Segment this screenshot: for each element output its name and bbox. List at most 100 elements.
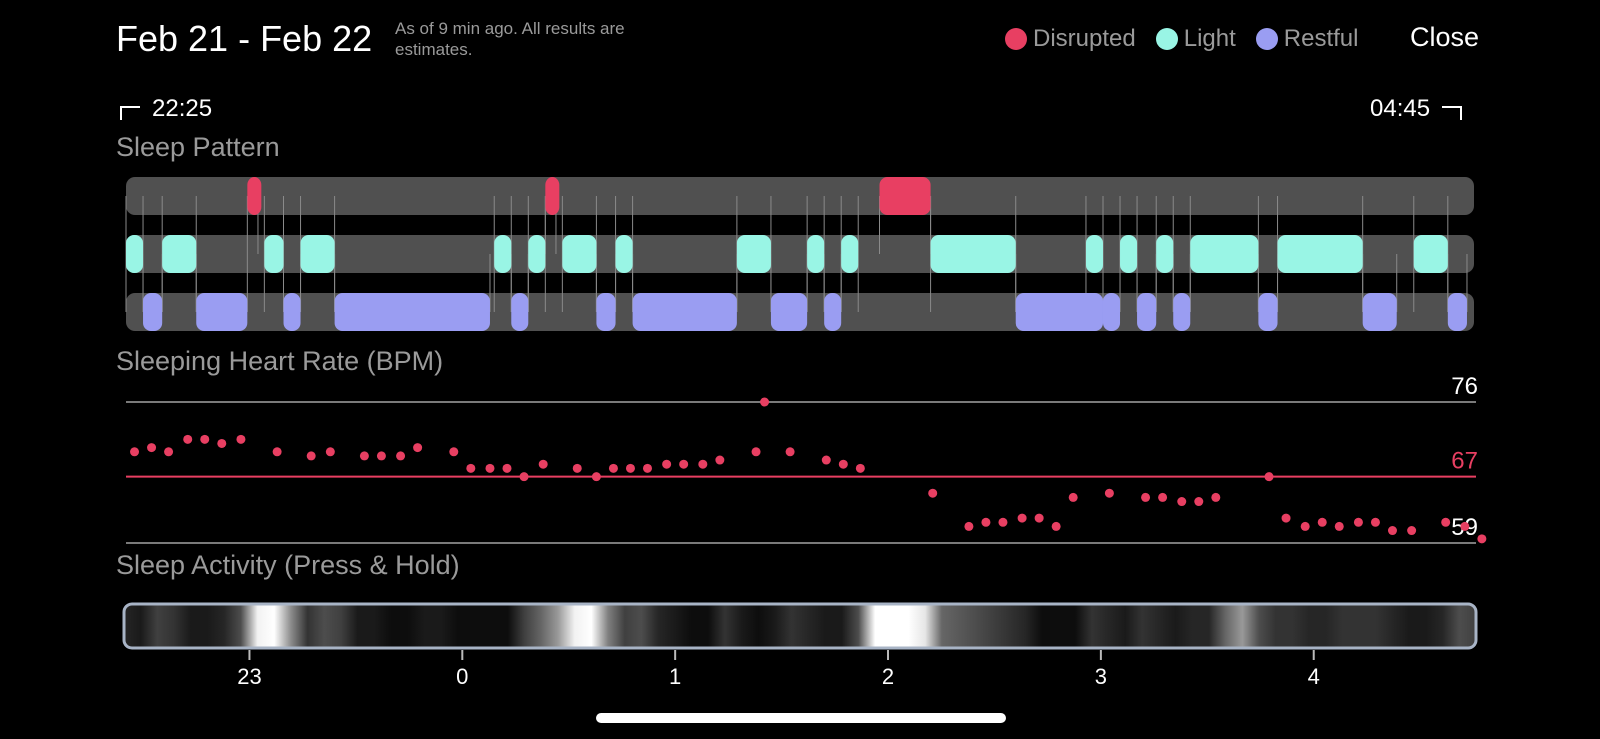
pattern-segment-light bbox=[1413, 235, 1448, 273]
heart-rate-point bbox=[1370, 517, 1380, 527]
pattern-segment-disrupted bbox=[879, 177, 931, 215]
heart-rate-point bbox=[449, 447, 459, 457]
pattern-segment-restful bbox=[596, 293, 616, 331]
date-range-title: Feb 21 - Feb 22 bbox=[116, 18, 373, 59]
end-time: 04:45 bbox=[1370, 95, 1431, 122]
pattern-segment-light bbox=[162, 235, 197, 273]
heart-rate-point bbox=[325, 447, 335, 457]
pattern-segment-restful bbox=[1015, 293, 1103, 331]
heart-rate-point bbox=[359, 451, 369, 461]
heart-rate-point bbox=[1034, 513, 1044, 523]
restful-dot-icon bbox=[1255, 28, 1278, 50]
pattern-segment-light bbox=[615, 235, 633, 273]
heart-rate-point bbox=[838, 459, 848, 469]
heart-rate-point bbox=[998, 517, 1008, 527]
pattern-track bbox=[126, 177, 1474, 215]
pattern-segment-light bbox=[562, 235, 597, 273]
range-start: 22:25 bbox=[120, 95, 212, 123]
heart-rate-point bbox=[1158, 492, 1168, 502]
pattern-segment-light bbox=[126, 235, 144, 273]
pattern-segment-restful bbox=[1102, 293, 1121, 331]
heart-rate-point bbox=[928, 488, 938, 498]
sleep-activity-label: Sleep Activity (Press & Hold) bbox=[116, 550, 460, 580]
heart-rate-point bbox=[236, 434, 246, 444]
heart-rate-point bbox=[376, 451, 386, 461]
pattern-segment-light bbox=[1190, 235, 1259, 273]
heart-rate-point bbox=[751, 447, 761, 457]
heart-rate-point bbox=[413, 443, 423, 453]
heart-rate-point bbox=[1211, 492, 1221, 502]
activity-strip[interactable] bbox=[122, 602, 1478, 650]
heart-rate-point bbox=[1281, 513, 1291, 523]
heart-rate-point bbox=[396, 451, 406, 461]
heart-rate-point bbox=[1441, 517, 1451, 527]
heart-rate-point bbox=[538, 459, 548, 469]
heart-rate-point bbox=[1387, 526, 1397, 536]
heart-rate-point bbox=[572, 463, 582, 473]
heart-rate-point bbox=[466, 463, 476, 473]
pattern-segment-restful bbox=[196, 293, 248, 331]
pattern-segment-light bbox=[300, 235, 335, 273]
pattern-segment-restful bbox=[511, 293, 529, 331]
disrupted-dot-icon bbox=[1005, 28, 1027, 50]
heart-rate-point bbox=[981, 517, 991, 527]
pattern-segment-light bbox=[1085, 235, 1103, 273]
x-tick-label: 4 bbox=[1308, 664, 1320, 689]
sleep-pattern-chart[interactable] bbox=[125, 177, 1474, 331]
pattern-segment-restful bbox=[1258, 293, 1278, 331]
legend: Disrupted Light Restful bbox=[1005, 25, 1358, 53]
heart-rate-point bbox=[1051, 521, 1061, 531]
legend-item-disrupted: Disrupted bbox=[1005, 25, 1136, 53]
pattern-segment-restful bbox=[1447, 293, 1467, 331]
heart-rate-point bbox=[164, 447, 174, 457]
pattern-segment-disrupted bbox=[545, 177, 560, 215]
heart-rate-point bbox=[1407, 526, 1417, 536]
pattern-segment-light bbox=[1277, 235, 1363, 273]
legend-label: Light bbox=[1183, 25, 1236, 52]
heart-rate-point bbox=[485, 463, 495, 473]
reference-label: 67 bbox=[1451, 448, 1478, 475]
heart-rate-point bbox=[679, 459, 689, 469]
heart-rate-label: Sleeping Heart Rate (BPM) bbox=[116, 346, 444, 376]
sleep-activity-chart[interactable]: 23 0 1 2 3 4 bbox=[122, 602, 1478, 689]
legend-label: Disrupted bbox=[1033, 25, 1136, 52]
heart-rate-point bbox=[200, 434, 210, 444]
close-button[interactable]: Close bbox=[1410, 22, 1480, 52]
heart-rate-point bbox=[1300, 521, 1310, 531]
pattern-segment-light bbox=[930, 235, 1016, 273]
heart-rate-point bbox=[591, 472, 601, 482]
pattern-segment-restful bbox=[1173, 293, 1191, 331]
pattern-segment-light bbox=[736, 235, 771, 273]
heart-rate-point bbox=[217, 438, 227, 448]
heart-rate-point bbox=[1104, 488, 1114, 498]
reference-label: 76 bbox=[1451, 373, 1478, 400]
pattern-segment-disrupted bbox=[247, 177, 262, 215]
heart-rate-point bbox=[306, 451, 316, 461]
sleep-pattern-label: Sleep Pattern bbox=[116, 132, 280, 162]
heart-rate-point bbox=[1068, 492, 1078, 502]
heart-rate-point bbox=[1460, 521, 1470, 531]
legend-item-light: Light bbox=[1155, 25, 1236, 53]
pattern-segment-light bbox=[1156, 235, 1174, 273]
heart-rate-chart: 766759 bbox=[126, 373, 1487, 544]
heart-rate-point bbox=[1477, 534, 1487, 544]
heart-rate-point bbox=[642, 463, 652, 473]
pattern-segment-light bbox=[807, 235, 825, 273]
pattern-segment-restful bbox=[632, 293, 737, 331]
heart-rate-point bbox=[519, 472, 529, 482]
range-end: 04:45 bbox=[1370, 95, 1463, 123]
pattern-segment-restful bbox=[824, 293, 842, 331]
pattern-segment-restful bbox=[770, 293, 808, 331]
heart-rate-point bbox=[130, 447, 140, 457]
heart-rate-point bbox=[502, 463, 512, 473]
home-indicator[interactable] bbox=[596, 713, 1006, 723]
x-tick-label: 2 bbox=[882, 664, 894, 689]
heart-rate-point bbox=[964, 521, 974, 531]
heart-rate-point bbox=[1353, 517, 1363, 527]
heart-rate-point bbox=[1334, 521, 1344, 531]
start-time: 22:25 bbox=[152, 95, 213, 122]
heart-rate-point bbox=[1194, 497, 1204, 507]
pattern-segment-restful bbox=[283, 293, 301, 331]
pattern-segment-light bbox=[264, 235, 284, 273]
